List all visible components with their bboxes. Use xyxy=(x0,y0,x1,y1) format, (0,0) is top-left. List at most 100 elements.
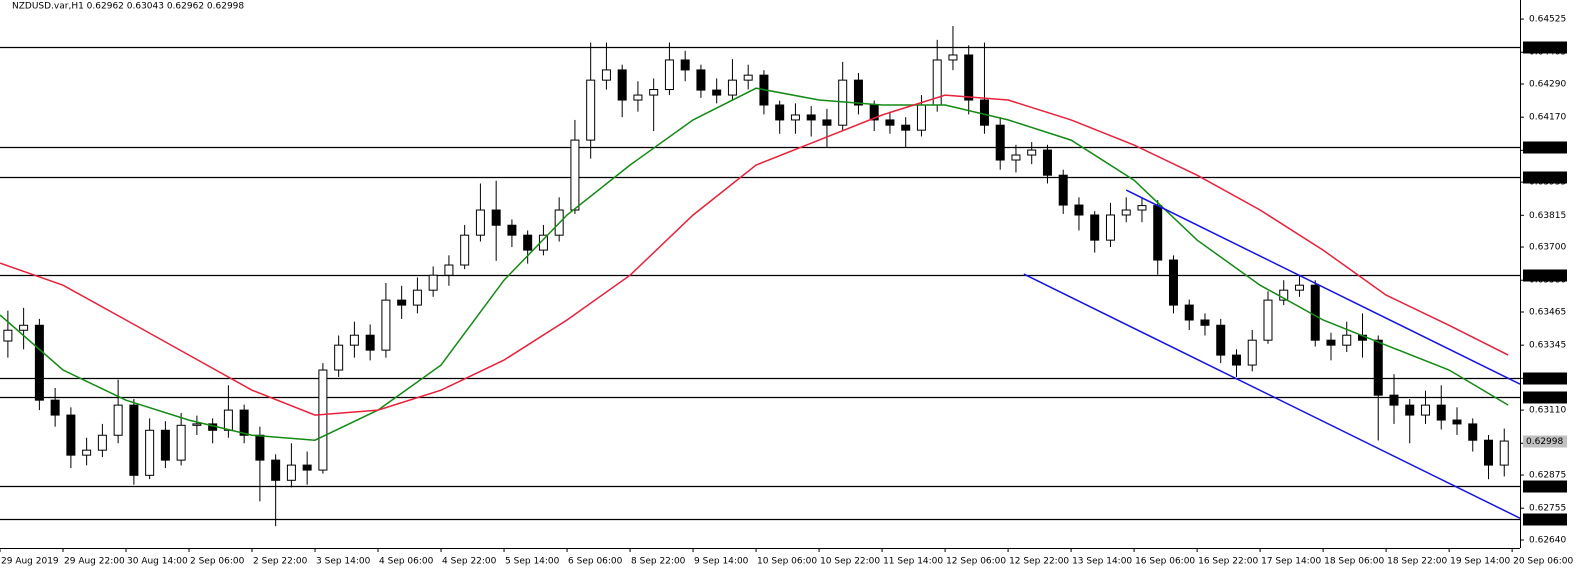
x-tick-label: 16 Sep 06:00 xyxy=(1135,557,1195,567)
candle-body xyxy=(176,424,186,461)
y-tick-label: 0.63700 xyxy=(1529,243,1566,253)
candle-body xyxy=(1105,214,1115,241)
x-tick-label: 9 Sep 14:00 xyxy=(694,557,749,567)
y-tick-label: 0.64525 xyxy=(1529,15,1566,25)
candle-body xyxy=(885,119,895,126)
y-tick-label: 0.63815 xyxy=(1529,211,1566,221)
candle-body xyxy=(633,94,643,101)
candle-body xyxy=(66,414,76,456)
chart-title: NZDUSD.var,H1 0.62962 0.63043 0.62962 0.… xyxy=(12,2,244,12)
candle-body xyxy=(223,409,233,431)
candle-body xyxy=(948,54,958,61)
candle-body xyxy=(19,324,29,331)
candle-body xyxy=(97,434,107,451)
candle-body xyxy=(1436,404,1446,421)
candle-body xyxy=(491,209,501,226)
candle-body xyxy=(727,79,737,96)
x-tick-label: 2 Sep 06:00 xyxy=(190,557,245,567)
candle-body xyxy=(1121,209,1131,216)
candle-body xyxy=(349,334,359,346)
candle-body xyxy=(901,124,911,131)
candle-body xyxy=(1499,440,1509,466)
x-tick-label: 12 Sep 22:00 xyxy=(1009,557,1069,567)
indicator-line xyxy=(1125,189,1520,385)
candle-body xyxy=(34,324,44,401)
y-tick-label: 0.63345 xyxy=(1529,341,1566,351)
candle-body xyxy=(1310,284,1320,341)
candle-body xyxy=(617,69,627,101)
candle-body xyxy=(255,434,265,461)
level-label: 0.63226 xyxy=(1526,374,1563,384)
candle-body xyxy=(601,69,611,81)
candle-body xyxy=(82,449,92,456)
candle-body xyxy=(1168,259,1178,306)
y-tick-label: 0.62640 xyxy=(1529,535,1566,545)
candle-body xyxy=(334,344,344,371)
candle-body xyxy=(1011,154,1021,161)
candle-body xyxy=(1483,439,1493,466)
candle-body xyxy=(444,264,454,276)
candle-body xyxy=(192,423,202,426)
candle-body xyxy=(1231,354,1241,366)
indicator-line xyxy=(0,87,1509,441)
x-tick-label: 18 Sep 06:00 xyxy=(1324,557,1384,567)
y-tick-label: 0.63110 xyxy=(1529,406,1566,416)
candle-body xyxy=(790,114,800,121)
x-tick-label: 29 Aug 2019 xyxy=(1,557,59,567)
level-label: 0.64063 xyxy=(1526,143,1563,153)
x-tick-label: 10 Sep 06:00 xyxy=(757,557,817,567)
x-tick-label: 5 Sep 14:00 xyxy=(505,557,560,567)
indicator-line xyxy=(0,94,1509,416)
candle-body xyxy=(1405,404,1415,416)
candle-body xyxy=(318,369,328,471)
level-label: 0.63159 xyxy=(1526,393,1563,403)
candle-body xyxy=(1137,205,1147,211)
candle-body xyxy=(1153,205,1163,261)
candle-body xyxy=(160,429,170,461)
candle-body xyxy=(3,329,13,342)
candle-body xyxy=(806,114,816,121)
candle-body xyxy=(743,74,753,81)
candle-body xyxy=(286,464,296,481)
candle-body xyxy=(302,464,312,471)
candle-body xyxy=(1452,419,1462,425)
x-tick-label: 12 Sep 06:00 xyxy=(946,557,1006,567)
candle-body xyxy=(1279,289,1289,301)
candle-body xyxy=(1058,174,1068,206)
candle-body xyxy=(680,59,690,71)
candle-body xyxy=(113,404,123,436)
x-tick-label: 29 Aug 22:00 xyxy=(64,557,125,567)
level-label: 0.62837 xyxy=(1526,482,1563,492)
x-tick-label: 6 Sep 06:00 xyxy=(568,557,623,567)
x-tick-label: 10 Sep 22:00 xyxy=(820,557,880,567)
level-label-bg xyxy=(1523,269,1567,282)
x-tick-label: 18 Sep 22:00 xyxy=(1387,557,1447,567)
level-label-bg xyxy=(1523,480,1567,493)
candle-body xyxy=(428,274,438,291)
candle-body xyxy=(570,139,580,211)
candle-body xyxy=(1184,304,1194,321)
candle-body xyxy=(696,69,706,91)
candle-body xyxy=(412,289,422,306)
level-label: 0.63599 xyxy=(1526,271,1563,281)
level-label: 0.62717 xyxy=(1526,515,1563,525)
candle-body xyxy=(1090,214,1100,241)
y-tick-label: 0.63465 xyxy=(1529,307,1566,317)
x-tick-label: 20 Sep 06:00 xyxy=(1513,557,1573,567)
level-label-bg xyxy=(1523,171,1567,184)
candle-body xyxy=(1389,394,1399,406)
candle-body xyxy=(995,124,1005,161)
x-tick-label: 11 Sep 14:00 xyxy=(883,557,943,567)
candle-body xyxy=(1468,423,1478,441)
candle-body xyxy=(1074,204,1084,216)
level-label-bg xyxy=(1523,372,1567,385)
level-label-bg xyxy=(1523,513,1567,526)
candle-body xyxy=(853,79,863,106)
candle-body xyxy=(475,209,485,236)
candle-body xyxy=(381,299,391,351)
y-tick-label: 0.62755 xyxy=(1529,504,1566,514)
candle-body xyxy=(460,234,470,266)
x-tick-label: 13 Sep 14:00 xyxy=(1072,557,1132,567)
plot-area xyxy=(0,25,1520,527)
